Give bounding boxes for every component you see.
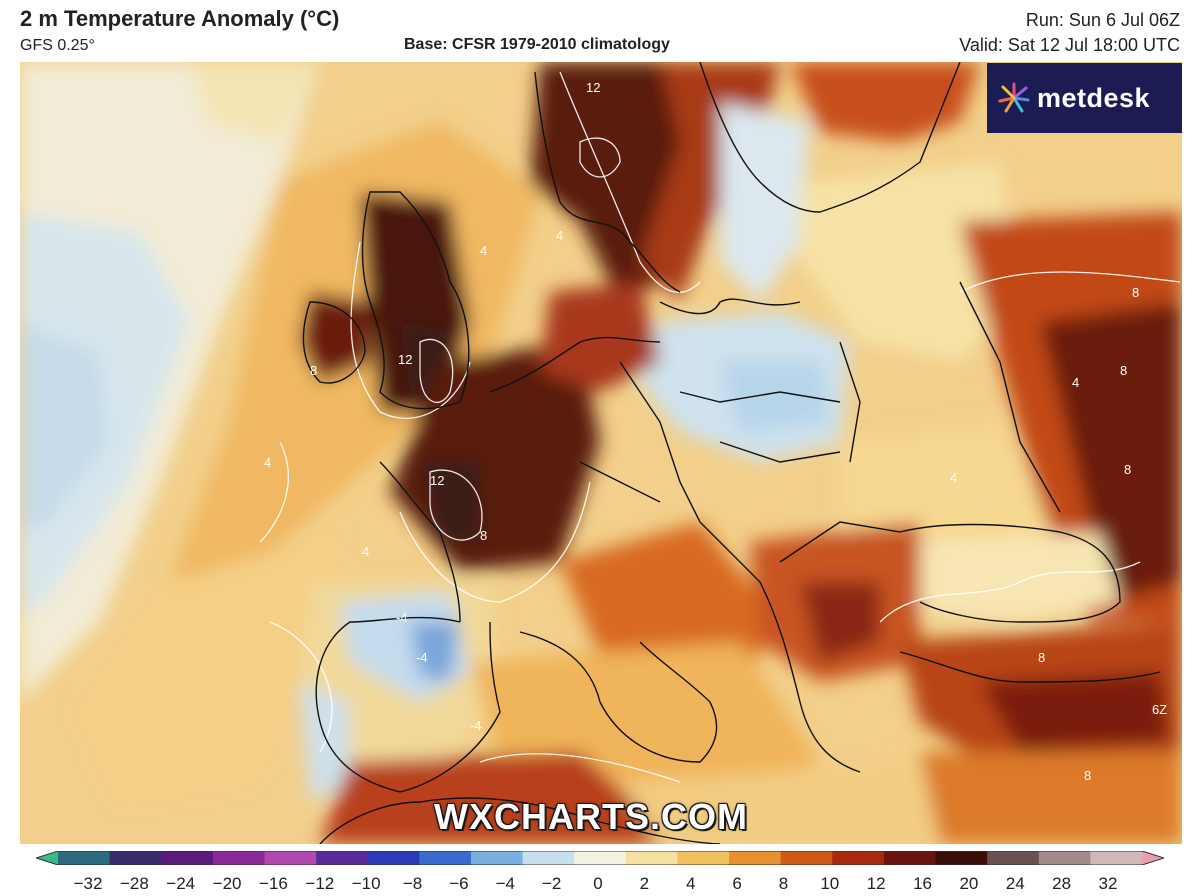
colorbar-cell xyxy=(883,851,937,865)
colorbar-cell xyxy=(677,851,730,865)
contour-label: 12 xyxy=(398,352,412,367)
contour-label: 8 xyxy=(310,363,317,378)
colorbar-tick-label: 6 xyxy=(732,874,742,893)
valid-time-label: Valid: Sat 12 Jul 18:00 UTC xyxy=(959,35,1180,55)
colorbar-tick-label: −8 xyxy=(402,874,423,893)
contour-label: 4 xyxy=(950,470,957,485)
colorbar-min-arrow xyxy=(36,851,58,865)
colorbar-cell xyxy=(832,851,885,865)
colorbar-cell xyxy=(1038,851,1091,865)
contour-label: 8 xyxy=(480,528,487,543)
colorbar-cell xyxy=(780,851,833,865)
colorbar-tick-label: −6 xyxy=(449,874,469,893)
colorbar-cell xyxy=(212,851,266,865)
contour-label: 8 xyxy=(1124,462,1131,477)
colorbar-tick-label: 12 xyxy=(866,874,886,893)
colorbar-tick-label: 32 xyxy=(1098,874,1118,893)
climatology-base-label: Base: CFSR 1979-2010 climatology xyxy=(404,36,670,53)
colorbar-cell xyxy=(367,851,420,865)
colorbar-tick-label: −32 xyxy=(73,874,103,893)
contour-label: -4 xyxy=(416,650,428,665)
contour-label: 8 xyxy=(1132,285,1139,300)
contour-label: 6Z xyxy=(1152,702,1167,717)
colorbar-cell xyxy=(316,851,369,865)
contour-label: 4 xyxy=(264,455,271,470)
colorbar-cell xyxy=(161,851,214,865)
colorbar-cell xyxy=(625,851,679,865)
colorbar-cell xyxy=(522,851,575,865)
colorbar-tick-label: −28 xyxy=(119,874,149,893)
metdesk-logo: metdesk xyxy=(987,63,1182,133)
colorbar-tick-label: 2 xyxy=(639,874,650,893)
metdesk-sunburst-icon xyxy=(998,82,1030,113)
model-label: GFS 0.25° xyxy=(20,37,95,54)
anomaly-field xyxy=(20,62,1182,844)
coastlines xyxy=(302,62,1161,844)
colorbar-max-arrow xyxy=(1142,851,1164,865)
colorbar-tick-label: 8 xyxy=(778,874,789,893)
colorbar-cell xyxy=(987,851,1040,865)
colorbar-cell xyxy=(729,851,782,865)
contour-label: 4 xyxy=(480,243,487,258)
colorbar-cell xyxy=(574,851,627,865)
colorbar-cell xyxy=(419,851,472,865)
contour-label: -4 xyxy=(470,718,482,733)
colorbar-tick-label: 24 xyxy=(1005,874,1025,893)
colorbar-tick-label: −4 xyxy=(495,874,515,893)
colorbar-tick-label: 20 xyxy=(959,874,979,893)
colorbar-cell xyxy=(935,851,988,865)
contour-label: 4 xyxy=(362,544,369,559)
anomaly-map: 12 12 12 8 8 8 8 8 8 8 4 4 4 4 4 4 -4 -4… xyxy=(20,62,1182,844)
colorbar-cell xyxy=(1090,851,1143,865)
colorbar-tick-label: 28 xyxy=(1052,874,1072,893)
colorbar-tick-label: −20 xyxy=(212,874,242,893)
colorbar-tick-label: 10 xyxy=(820,874,840,893)
contour-label: 12 xyxy=(430,473,444,488)
contour-label: 12 xyxy=(586,80,600,95)
colorbar-cell xyxy=(470,851,524,865)
chart-title: 2 m Temperature Anomaly (°C) xyxy=(20,6,340,31)
metdesk-logo-text: metdesk xyxy=(1037,82,1151,113)
contour-label: 4 xyxy=(556,228,563,243)
colorbar-tick-label: −12 xyxy=(305,874,335,893)
contour-label: 4 xyxy=(1072,375,1079,390)
colorbar-ticks: −32 −28 −24 −20 −16 −12 −10 −8 −6 −4 −2 0 2 4 6 8 10 12 16… xyxy=(0,870,1200,894)
colorbar-tick-label: −2 xyxy=(541,874,562,893)
colorbar-tick-label: −24 xyxy=(166,874,196,893)
colorbar-tick-label: 4 xyxy=(685,874,696,893)
contour-label: 8 xyxy=(1038,650,1045,665)
run-time-label: Run: Sun 6 Jul 06Z xyxy=(1025,10,1180,30)
colorbar-tick-label: 0 xyxy=(593,874,603,893)
colorbar-tick-label: 16 xyxy=(913,874,932,893)
contour-labels: 12 12 12 8 8 8 8 8 8 8 4 4 4 4 4 4 -4 -4… xyxy=(264,80,1167,783)
colorbar-tick-label: −16 xyxy=(259,874,288,893)
colorbar xyxy=(36,851,1164,865)
colorbar-cell xyxy=(58,851,111,865)
colorbar-cell xyxy=(264,851,317,865)
anomaly-map-svg: 12 12 12 8 8 8 8 8 8 8 4 4 4 4 4 4 -4 -4… xyxy=(20,62,1182,844)
colorbar-cell xyxy=(109,851,162,865)
colorbar-tick-label: −10 xyxy=(351,874,381,893)
contour-label: -4 xyxy=(396,610,408,625)
wxcharts-watermark: WXCHARTS.COM xyxy=(434,796,748,837)
contour-label: 8 xyxy=(1120,363,1127,378)
contour-label: 8 xyxy=(1084,768,1091,783)
